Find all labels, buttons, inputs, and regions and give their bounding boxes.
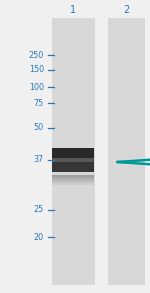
Bar <box>52 183 94 185</box>
Bar <box>52 148 94 158</box>
Text: 1: 1 <box>70 5 76 15</box>
Text: 25: 25 <box>34 205 44 214</box>
Text: 2: 2 <box>123 5 129 15</box>
Text: 50: 50 <box>34 124 44 132</box>
Bar <box>52 18 95 285</box>
Bar <box>52 179 94 181</box>
Text: 100: 100 <box>29 83 44 91</box>
Bar <box>52 177 94 179</box>
Text: 37: 37 <box>34 156 44 164</box>
Text: 250: 250 <box>29 50 44 59</box>
Text: 20: 20 <box>34 233 44 241</box>
Bar <box>52 158 94 161</box>
Text: 150: 150 <box>29 66 44 74</box>
Text: 75: 75 <box>34 98 44 108</box>
Bar <box>52 181 94 183</box>
Bar <box>52 175 94 177</box>
Bar <box>52 161 94 172</box>
Bar <box>108 18 145 285</box>
